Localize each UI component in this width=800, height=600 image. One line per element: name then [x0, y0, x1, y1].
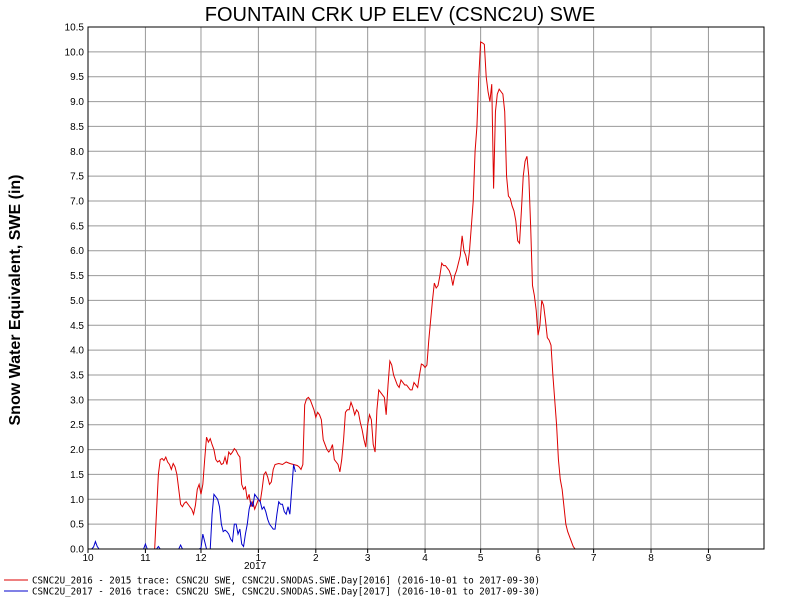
series-lines: [88, 41, 764, 550]
y-tick-labels: 0.0 0.5 1.0 1.5 2.0 2.5 3.0 3.5 4.0 4.5 5.0 5.5 6.0 6…: [65, 23, 85, 556]
y-tick-label: 6.5: [70, 221, 84, 232]
x-tick-labels: 10 11 12 1 2 3 4 5 6 7 8 9: [82, 553, 711, 564]
y-tick-label: 7.5: [70, 172, 84, 183]
y-tick-label: 2.0: [70, 445, 84, 456]
legend: CSNC2U_2016 - 2015 trace: CSNC2U SWE, CS…: [4, 576, 540, 598]
y-tick-label: 9.5: [70, 72, 84, 83]
x-tick-label: 1: [256, 553, 262, 564]
y-tick-label: 6.0: [70, 246, 84, 257]
legend-entry: CSNC2U_2017 - 2016 trace: CSNC2U SWE, CS…: [32, 587, 540, 598]
y-tick-label: 9.0: [70, 97, 84, 108]
x-tick-label: 3: [365, 553, 371, 564]
y-tick-label: 10.0: [65, 47, 85, 58]
x-tick-label: 5: [478, 553, 484, 564]
y-tick-label: 8.5: [70, 122, 84, 133]
legend-entry: CSNC2U_2016 - 2015 trace: CSNC2U SWE, CS…: [32, 576, 540, 587]
x-tick-label: 7: [591, 553, 597, 564]
x-tick-label: 9: [706, 553, 712, 564]
x-tick-label: 11: [140, 553, 151, 564]
plot-frame: [87, 26, 765, 550]
y-tick-label: 0.0: [70, 545, 84, 556]
x-tick-label: 4: [422, 553, 428, 564]
y-tick-label: 4.0: [70, 346, 84, 357]
y-tick-label: 0.5: [70, 520, 84, 531]
y-tick-label: 5.0: [70, 296, 84, 307]
y-tick-label: 3.5: [70, 371, 84, 382]
y-tick-label: 1.0: [70, 495, 84, 506]
y-tick-label: 2.5: [70, 420, 84, 431]
x-tick-label: 2: [313, 553, 319, 564]
y-tick-label: 4.5: [70, 321, 84, 332]
y-axis-label: Snow Water Equivalent, SWE (in): [7, 175, 24, 426]
x-tick-label: 12: [195, 553, 207, 564]
y-tick-label: 5.5: [70, 271, 84, 282]
y-tick-label: 10.5: [65, 23, 85, 34]
y-tick-label: 1.5: [70, 470, 84, 481]
x-tick-label: 8: [648, 553, 654, 564]
year-label: 2017: [244, 561, 267, 572]
x-tick-label: 6: [535, 553, 541, 564]
series-line-0: [88, 41, 764, 550]
y-tick-label: 7.0: [70, 197, 84, 208]
grid: [87, 26, 764, 553]
x-tick-label: 10: [82, 553, 94, 564]
series-line-1: [88, 464, 296, 550]
y-tick-label: 3.0: [70, 395, 84, 406]
chart-title: FOUNTAIN CRK UP ELEV (CSNC2U) SWE: [205, 4, 595, 26]
y-tick-label: 8.0: [70, 147, 84, 158]
